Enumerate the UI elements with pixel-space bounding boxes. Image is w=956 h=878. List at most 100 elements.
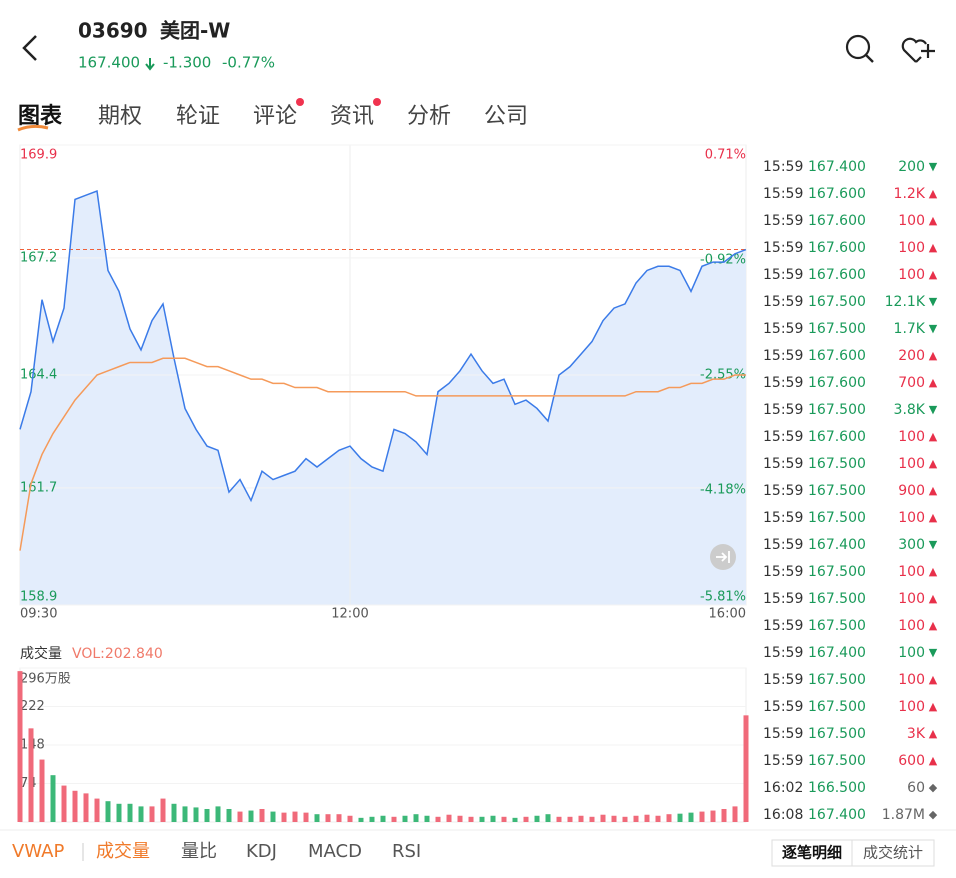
trade-time: 15:59 xyxy=(763,429,803,445)
volume-bar xyxy=(479,816,485,822)
indicator-tab[interactable]: VWAP xyxy=(12,841,64,862)
tab-underline xyxy=(17,124,49,132)
trade-marker: ▲ xyxy=(929,754,938,767)
tab[interactable]: 评论 xyxy=(253,104,297,129)
volume-bar xyxy=(413,814,419,822)
trade-volume: 12.1K xyxy=(885,294,926,310)
volume-bar xyxy=(468,816,474,822)
tab[interactable]: 轮证 xyxy=(176,104,220,129)
volume-bar xyxy=(204,808,210,822)
trade-volume: 1.7K xyxy=(894,321,926,337)
down-arrow xyxy=(145,58,155,71)
volume-bar xyxy=(248,810,254,822)
trade-price: 167.600 xyxy=(808,267,866,283)
volume-title: 成交量 xyxy=(20,645,62,662)
x-tick-label: 16:00 xyxy=(709,607,746,622)
volume-bar xyxy=(435,816,441,822)
trade-volume: 200 xyxy=(898,348,925,364)
tab[interactable]: 图表 xyxy=(18,104,63,129)
tab[interactable]: 公司 xyxy=(484,104,528,129)
tab[interactable]: 分析 xyxy=(407,104,451,129)
volume-bar xyxy=(160,798,166,822)
y-tick-label: 161.7 xyxy=(20,480,57,495)
trade-marker: ▲ xyxy=(929,349,938,362)
trade-time: 15:59 xyxy=(763,456,803,472)
volume-bar xyxy=(94,798,100,822)
volume-bar xyxy=(622,816,628,822)
trade-marker: ▲ xyxy=(929,187,938,200)
volume-bar xyxy=(61,785,67,822)
trade-price: 167.500 xyxy=(808,591,866,607)
list-tab-active xyxy=(771,839,853,867)
tab[interactable]: 期权 xyxy=(98,104,142,129)
trade-marker: ▲ xyxy=(929,511,938,524)
trade-price: 167.400 xyxy=(808,807,866,823)
trade-volume: 100 xyxy=(898,591,925,607)
trade-marker: ▲ xyxy=(929,268,938,281)
indicator-tab[interactable]: MACD xyxy=(308,841,362,862)
volume-bar xyxy=(50,775,56,822)
trade-volume: 60 xyxy=(907,780,925,796)
favorite-icon[interactable] xyxy=(901,37,935,63)
trade-price: 167.500 xyxy=(808,564,866,580)
trade-price: 167.400 xyxy=(808,159,866,175)
volume-bar xyxy=(39,759,45,822)
trade-time: 15:59 xyxy=(763,240,803,256)
trade-price: 167.600 xyxy=(808,186,866,202)
tab[interactable]: 资讯 xyxy=(330,104,374,129)
trade-marker: ▲ xyxy=(929,565,938,578)
y-tick-label: 164.4 xyxy=(20,368,57,383)
volume-bar xyxy=(589,816,595,822)
back-button[interactable] xyxy=(22,35,37,61)
indicator-tab[interactable]: 成交量 xyxy=(96,841,150,862)
volume-bar xyxy=(633,815,639,822)
volume-bar xyxy=(270,811,276,822)
y2-tick-label: -5.81% xyxy=(700,590,746,605)
volume-bar xyxy=(545,814,551,822)
trade-volume: 300 xyxy=(898,537,925,553)
trade-price: 167.500 xyxy=(808,699,866,715)
trade-time: 15:59 xyxy=(763,159,803,175)
trade-time: 15:59 xyxy=(763,510,803,526)
volume-bar xyxy=(259,808,265,822)
trade-volume: 100 xyxy=(898,456,925,472)
volume-bar xyxy=(17,671,23,822)
trade-price: 167.400 xyxy=(808,645,866,661)
trade-price: 167.400 xyxy=(808,537,866,553)
trade-time: 15:59 xyxy=(763,483,803,499)
indicator-tab[interactable]: 量比 xyxy=(181,841,217,862)
trade-marker: ▲ xyxy=(929,214,938,227)
volume-bar xyxy=(534,815,540,822)
volume-bar xyxy=(402,815,408,822)
volume-bar xyxy=(226,808,232,822)
trade-time: 15:59 xyxy=(763,321,803,337)
trade-volume: 100 xyxy=(898,267,925,283)
trade-volume: 100 xyxy=(898,213,925,229)
volume-bar xyxy=(721,808,727,822)
trade-marker: ◆ xyxy=(929,808,938,821)
volume-bar xyxy=(424,815,430,822)
volume-bar xyxy=(666,814,672,822)
trade-marker: ▼ xyxy=(929,322,938,335)
indicator-tab[interactable]: KDJ xyxy=(246,841,277,862)
trade-marker: ▲ xyxy=(929,484,938,497)
trade-time: 15:59 xyxy=(763,564,803,580)
trade-time: 15:59 xyxy=(763,618,803,634)
y2-tick-label: 0.71% xyxy=(705,148,746,163)
trade-time: 15:59 xyxy=(763,348,803,364)
list-tab[interactable]: 成交统计 xyxy=(863,844,923,862)
list-tab[interactable]: 逐笔明细 xyxy=(782,844,842,862)
volume-bar xyxy=(314,814,320,822)
x-tick-label: 09:30 xyxy=(20,607,57,622)
trade-price: 167.600 xyxy=(808,213,866,229)
volume-bar xyxy=(556,816,562,822)
trade-price: 166.500 xyxy=(808,780,866,796)
trade-marker: ▲ xyxy=(929,457,938,470)
search-icon[interactable] xyxy=(845,34,874,63)
volume-bar xyxy=(380,815,386,822)
volume-bar xyxy=(743,715,749,822)
trade-time: 15:59 xyxy=(763,645,803,661)
indicator-tab[interactable]: RSI xyxy=(392,841,421,862)
trade-marker: ▼ xyxy=(929,538,938,551)
